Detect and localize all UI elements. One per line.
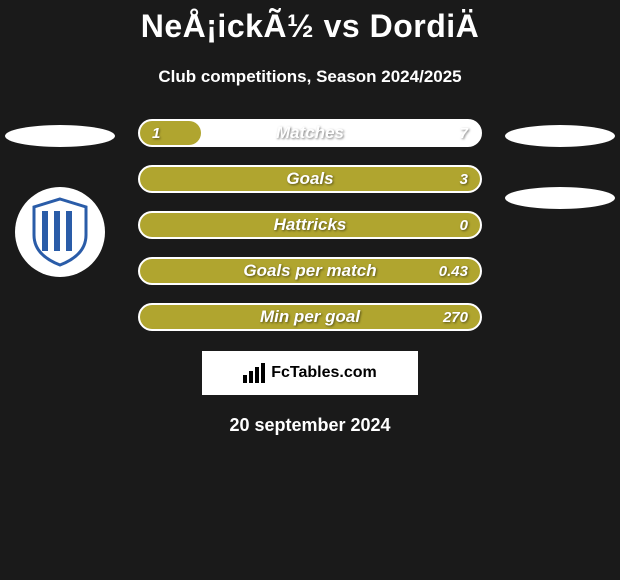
club-badge-left: [15, 187, 105, 277]
player-name-placeholder: [5, 125, 115, 147]
stat-row: Hattricks0: [138, 211, 482, 239]
stat-row: Goals per match0.43: [138, 257, 482, 285]
stat-fill: [140, 213, 480, 237]
stats-container: 1Matches7 Goals3 Hattricks0 Goals per match…: [138, 119, 482, 331]
stat-right-value: 270: [443, 305, 468, 329]
club-badge-placeholder: [505, 187, 615, 209]
left-player-column: [5, 125, 115, 277]
page-title: NeÅ¡ickÃ½ vs DordiÄ: [0, 0, 620, 45]
stat-right-value: 0: [460, 213, 468, 237]
attribution-badge: FcTables.com: [202, 351, 418, 395]
stat-fill: [140, 259, 480, 283]
stat-fill: [140, 121, 201, 145]
chart-icon: [243, 363, 267, 383]
stat-row: Goals3: [138, 165, 482, 193]
player-name-placeholder: [505, 125, 615, 147]
stat-right-value: 3: [460, 167, 468, 191]
stat-right-value: 0.43: [439, 259, 468, 283]
stat-fill: [140, 305, 480, 329]
stat-right-value: 7: [460, 121, 468, 145]
stat-row: Min per goal270: [138, 303, 482, 331]
attribution-text: FcTables.com: [271, 364, 377, 382]
shield-icon: [30, 197, 90, 267]
stat-row: 1Matches7: [138, 119, 482, 147]
stat-fill: [140, 167, 480, 191]
stat-left-value: 1: [152, 121, 160, 145]
right-player-column: [505, 125, 615, 209]
page-subtitle: Club competitions, Season 2024/2025: [0, 67, 620, 87]
date-text: 20 september 2024: [0, 415, 620, 436]
